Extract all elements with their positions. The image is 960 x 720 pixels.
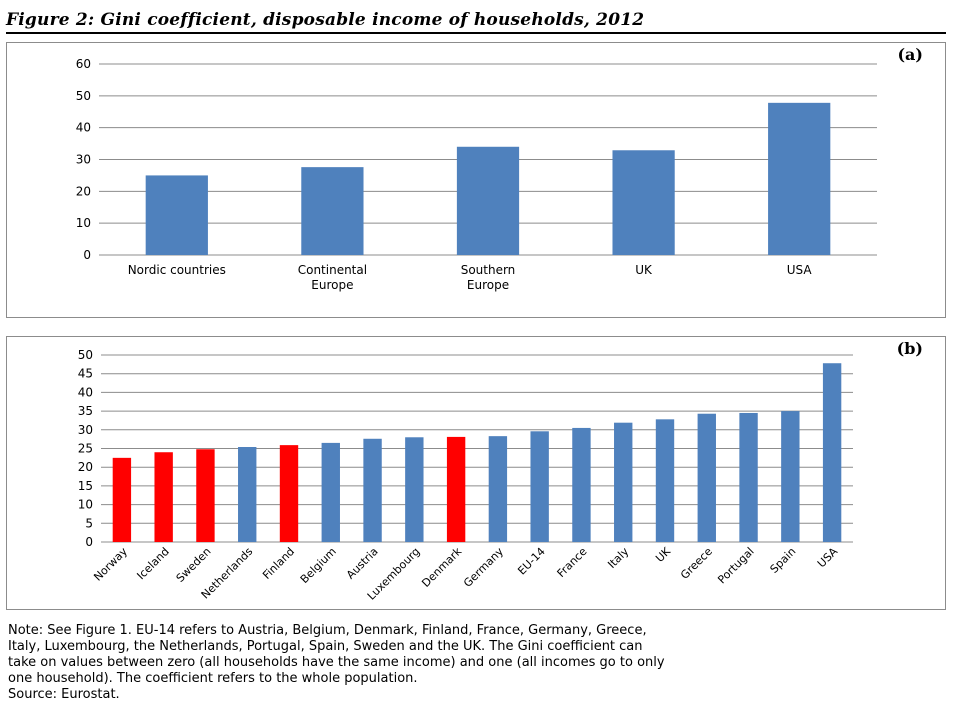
bar — [154, 452, 173, 542]
x-tick-label: Finland — [260, 545, 297, 582]
bar — [279, 445, 299, 542]
bar — [446, 436, 466, 542]
x-tick-label: Nordic countries — [128, 263, 226, 277]
bar — [196, 449, 215, 542]
note-line: Note: See Figure 1. EU-14 refers to Aust… — [8, 623, 647, 638]
x-tick-label: Portugal — [715, 545, 756, 586]
y-tick-label: 20 — [76, 184, 91, 198]
y-tick-label: 50 — [76, 89, 91, 103]
y-tick-label: 40 — [76, 121, 91, 135]
y-tick-label: 50 — [78, 348, 93, 362]
bar — [530, 431, 549, 542]
panel-label-a: (a) — [897, 45, 923, 64]
x-tick-label: Denmark — [419, 544, 464, 589]
y-tick-label: 45 — [78, 367, 93, 381]
note-line: take on values between zero (all househo… — [8, 655, 665, 670]
y-tick-label: 0 — [83, 248, 91, 262]
bar — [301, 167, 364, 255]
bar — [768, 102, 831, 255]
x-tick-label: Germany — [461, 545, 506, 590]
bar — [238, 447, 257, 542]
x-tick-label: Europe — [467, 278, 509, 292]
bar-chart-a: 0 10 20 30 40 50 60 Nordic countries Continental… — [76, 57, 877, 292]
x-tick-label: Southern — [461, 263, 516, 277]
y-tick-label: 25 — [78, 442, 93, 456]
bar — [739, 412, 758, 542]
bar — [321, 442, 340, 542]
y-tick-label: 60 — [76, 57, 91, 71]
panel-label-b: (b) — [896, 339, 923, 358]
bar — [781, 411, 800, 542]
bar — [697, 413, 716, 542]
y-tick-label: 10 — [78, 498, 93, 512]
bar — [405, 437, 424, 542]
chart-panel-a: (a) 0 10 20 30 40 50 60 Nordic countries Contine… — [6, 42, 946, 318]
bar — [488, 436, 508, 542]
y-tick-label: 15 — [78, 479, 93, 493]
title-rule — [6, 32, 946, 34]
figure-note: Note: See Figure 1. EU-14 refers to Aust… — [8, 623, 948, 703]
x-tick-label: Sweden — [174, 545, 214, 585]
y-tick-label: 35 — [78, 404, 93, 418]
bar — [112, 457, 132, 542]
x-tick-label: Austria — [344, 545, 381, 582]
chart-panel-b: (b) 0 5 10 15 20 25 30 35 40 45 50 Norway Iceland Swe… — [6, 336, 946, 610]
x-tick-label: EU-14 — [515, 545, 548, 578]
source-line: Source: Eurostat. — [8, 687, 120, 702]
x-tick-label: Europe — [311, 278, 353, 292]
bar — [456, 146, 520, 255]
x-tick-label: Iceland — [134, 545, 171, 582]
y-tick-label: 30 — [78, 423, 93, 437]
x-tick-label: Italy — [605, 545, 631, 571]
bar — [145, 175, 208, 255]
figure-title: Figure 2: Gini coefficient, disposable i… — [6, 10, 645, 30]
x-tick-label: UK — [653, 544, 674, 565]
bar — [612, 150, 675, 255]
y-tick-label: 40 — [78, 385, 93, 399]
x-tick-label: UK — [635, 263, 653, 277]
bar — [614, 422, 633, 542]
x-tick-label: USA — [815, 545, 841, 571]
x-tick-label: France — [555, 545, 590, 580]
note-line: one household). The coefficient refers t… — [8, 671, 418, 686]
bar — [363, 438, 382, 542]
x-tick-label: Greece — [678, 545, 715, 582]
y-tick-label: 5 — [85, 516, 93, 530]
y-tick-label: 10 — [76, 216, 91, 230]
y-tick-label: 20 — [78, 460, 93, 474]
x-tick-label: Norway — [91, 545, 130, 584]
y-tick-label: 30 — [76, 153, 91, 167]
x-tick-label: Belgium — [298, 545, 339, 586]
bar — [822, 363, 842, 542]
bar — [572, 427, 591, 542]
x-tick-label: USA — [787, 263, 813, 277]
bar — [655, 419, 675, 542]
y-tick-label: 0 — [85, 535, 93, 549]
note-line: Italy, Luxembourg, the Netherlands, Port… — [8, 639, 643, 654]
x-tick-label: Spain — [768, 545, 799, 576]
x-tick-label: Continental — [298, 263, 367, 277]
